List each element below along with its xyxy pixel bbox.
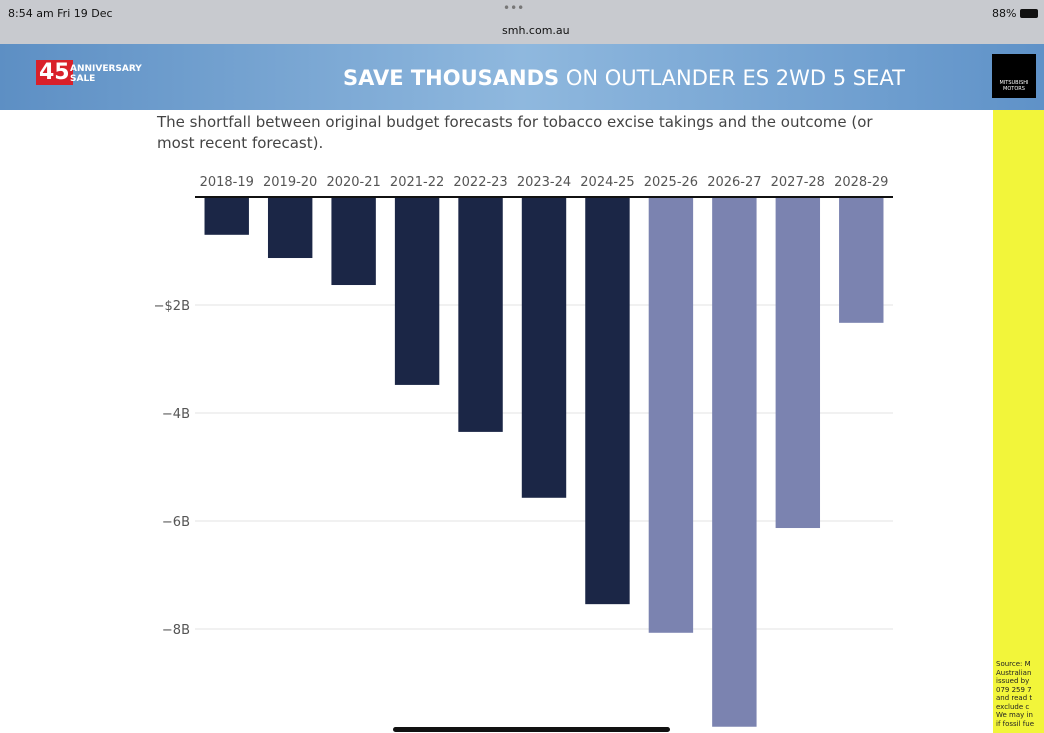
side-ad-text: issued by [996,677,1030,685]
bar [394,197,440,385]
bar [839,197,884,323]
y-tick-label: −4B [162,407,190,422]
x-tick-label: 2020-21 [326,175,380,190]
home-indicator [393,727,670,732]
x-tick-label: 2025-26 [644,175,698,190]
bar [585,197,630,605]
side-ad-text: if fossil fue [996,719,1034,728]
ad-brand: MITSUBISHI MOTORS [999,80,1029,92]
ad-headline: SAVE THOUSANDS ON OUTLANDER ES 2WD 5 SEA… [343,66,905,90]
x-tick-label: 2026-27 [707,175,761,190]
side-ad-text: exclude c [996,702,1030,711]
status-bar: 8:54 am Fri 19 Dec ••• smh.com.au 88% [0,0,1044,44]
bar [204,197,249,235]
x-tick-label: 2021-22 [390,175,444,190]
side-ad-text: 079 259 7 [996,685,1032,694]
ad-badge: 45 [36,60,73,85]
y-tick-label: −6B [162,515,190,530]
ad-logo: MITSUBISHI MOTORS [992,54,1036,98]
status-time: 8:54 am Fri 19 Dec [8,7,113,20]
bar [775,197,821,529]
ad-headline-rest: ON OUTLANDER ES 2WD 5 SEAT [559,66,905,90]
side-ad-text: We may in [996,711,1033,719]
x-tick-label: 2022-23 [453,175,507,190]
bar [521,197,567,498]
battery: 88% [992,7,1017,20]
y-tick-label: −8B [162,623,190,638]
x-tick-label: 2023-24 [517,175,571,190]
x-tick-label: 2018-19 [200,175,254,190]
x-tick-label: 2028-29 [834,175,888,190]
y-tick-label: −$2B [154,299,190,314]
x-tick-label: 2019-20 [263,175,317,190]
ad-badge-text: ANNIVERSARY [70,64,142,74]
chart-caption: The shortfall between original budget fo… [157,113,873,152]
bar [458,197,503,432]
bar [331,197,376,286]
x-tick-label: 2027-28 [771,175,825,190]
side-ad-text: Source: M [996,660,1031,668]
ad-headline-bold: SAVE THOUSANDS [343,66,560,90]
bar [267,197,313,259]
x-tick-label: 2024-25 [580,175,634,190]
dots[interactable]: ••• [503,1,525,15]
ad-badge-text: SALE [70,74,96,84]
bar [712,197,757,727]
ad-banner[interactable]: 45 ANNIVERSARY SALE SAVE THOUSANDS ON OU… [0,44,1044,110]
side-ad[interactable]: Source: M Australian issued by 079 259 7 and… [993,110,1044,733]
battery-icon [1020,9,1038,18]
bar [648,197,694,633]
side-ad-text: and read t [996,694,1033,702]
side-ad-text: Australian [996,668,1032,677]
url[interactable]: smh.com.au [502,24,570,37]
